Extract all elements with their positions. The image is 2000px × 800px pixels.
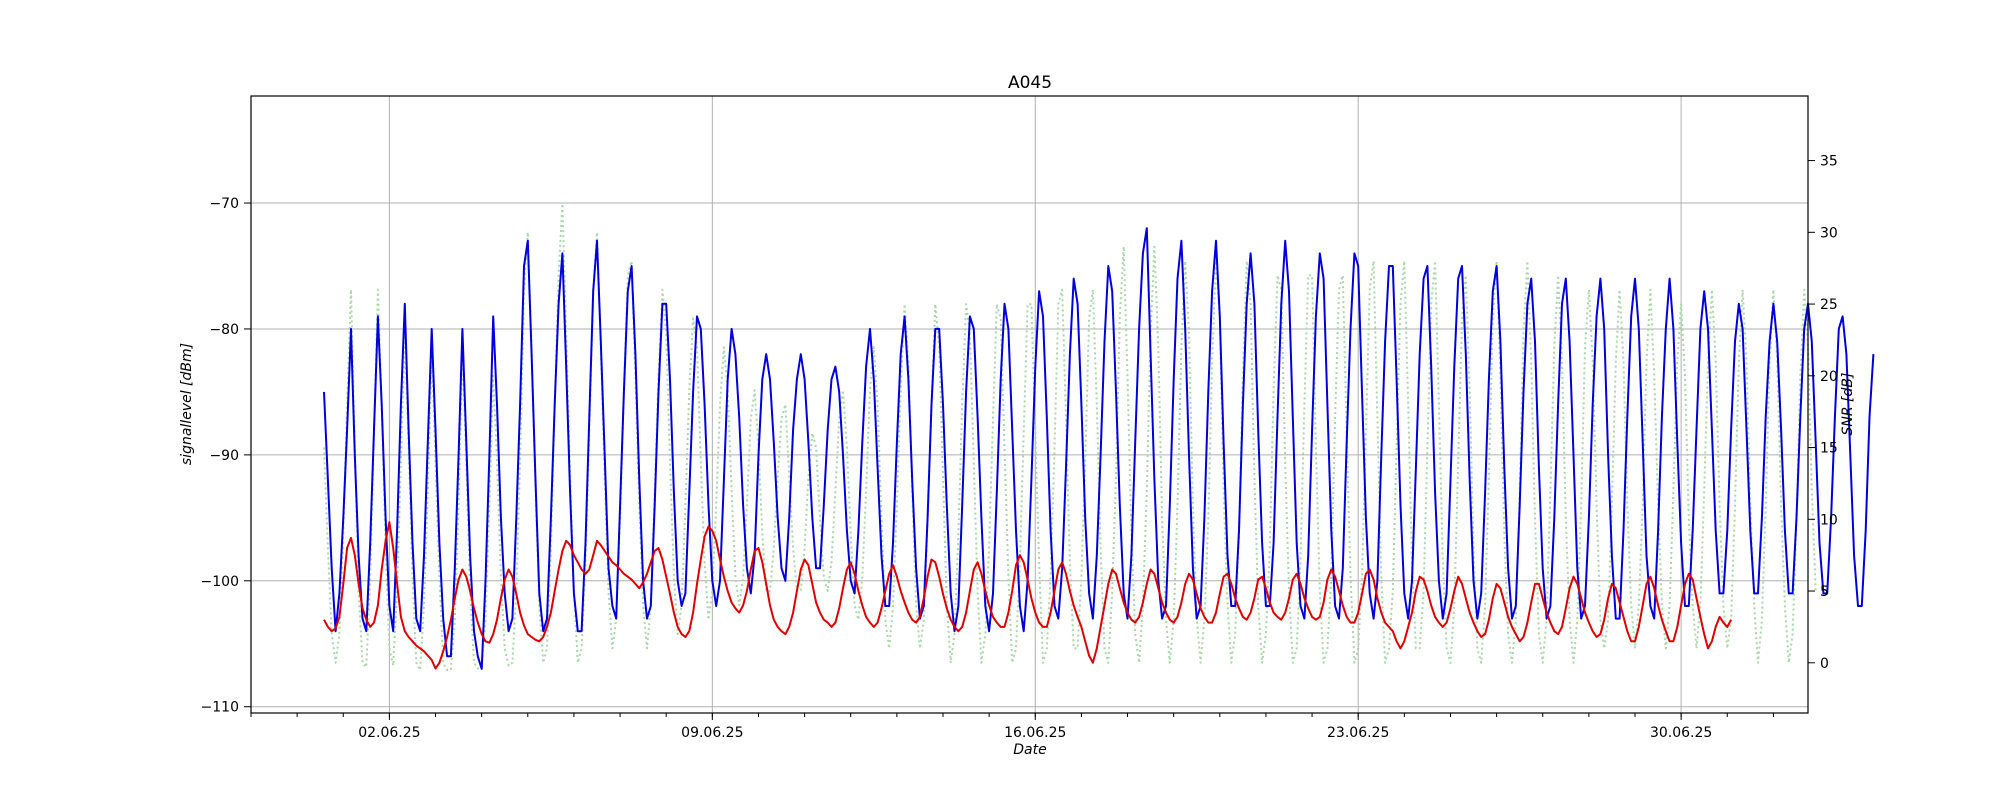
chart-title: A045	[1008, 73, 1052, 93]
x-tick-label: 02.06.25	[358, 725, 420, 741]
y-right-tick-label: 15	[1820, 441, 1838, 457]
x-tick-label: 23.06.25	[1327, 725, 1389, 741]
x-tick-label: 09.06.25	[681, 725, 743, 741]
x-axis: 02.06.25 09.06.25 16.06.25 23.06.25 30.06.25	[250, 713, 1774, 741]
snr-dotted-line	[323, 202, 1817, 671]
snr-line	[323, 521, 1732, 670]
y-left-tick-label: −110	[201, 700, 239, 716]
y-left-tick-label: −80	[209, 322, 239, 338]
signal-level-line	[323, 227, 1875, 670]
y-left-tick-label: −70	[209, 196, 239, 212]
y-right-tick-label: 20	[1820, 369, 1838, 385]
y-axis-left-label: signallevel [dBm]	[179, 343, 195, 465]
series-layer	[323, 202, 1875, 671]
x-tick-label: 30.06.25	[1650, 725, 1712, 741]
x-axis-label: Date	[1013, 742, 1046, 758]
y-right-tick-label: 10	[1820, 512, 1838, 528]
y-axis-right: 0 5 10 15 20 25 30 35	[1808, 154, 1838, 672]
y-right-tick-label: 30	[1820, 225, 1838, 241]
plot-frame	[250, 95, 1809, 714]
grid	[251, 96, 1808, 713]
y-left-tick-label: −100	[201, 574, 239, 590]
y-axis-right-label: SNR [dB]	[1840, 373, 1856, 436]
y-right-tick-label: 5	[1820, 584, 1829, 600]
y-left-tick-label: −90	[209, 448, 239, 464]
y-axis-left: −110 −100 −90 −80 −70	[201, 196, 251, 716]
y-right-tick-label: 25	[1820, 297, 1838, 313]
y-right-tick-label: 35	[1820, 154, 1838, 170]
y-right-tick-label: 0	[1820, 656, 1829, 672]
x-tick-label: 16.06.25	[1004, 725, 1066, 741]
